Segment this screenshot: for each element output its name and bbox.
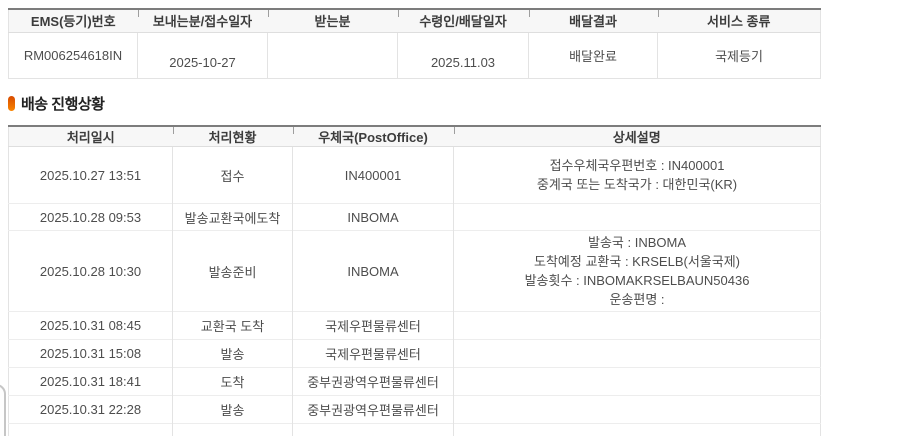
detail-description (453, 339, 821, 368)
detail-line: 접수우체국우편번호 : IN400001 (549, 158, 725, 173)
process-datetime: 2025.10.31 08:45 (8, 311, 173, 340)
header-ems-number: EMS(등기)번호 (8, 9, 138, 33)
post-office: 국제우편물류센터 (292, 339, 454, 368)
summary-header-row: EMS(등기)번호 보내는분/접수일자 받는분 수령인/배달일자 배달결과 서비… (8, 9, 821, 33)
ems-number-cell: RM006254618IN (8, 32, 138, 78)
accepted-date: 2025-10-27 (169, 55, 236, 70)
receiver-name (398, 40, 528, 55)
header-post-office: 우체국(PostOffice) (292, 125, 454, 147)
process-datetime: 2025.10.28 10:30 (8, 230, 173, 312)
service-type-cell: 국제등기 (657, 32, 821, 78)
detail-line: 중계국 또는 도착국가 : 대한민국(KR) (536, 177, 738, 192)
progress-row: 2025.10.28 09:53 발송교환국에도착 INBOMA (8, 203, 821, 231)
detail-description (453, 311, 821, 340)
process-datetime (8, 423, 173, 436)
process-datetime: 2025.10.27 13:51 (8, 146, 173, 204)
post-office: 국제우편물류센터 (292, 311, 454, 340)
process-status: 도착 (172, 367, 293, 396)
side-quick-menu-widget[interactable] (0, 384, 6, 436)
process-datetime: 2025.10.31 22:28 (8, 395, 173, 424)
delivery-result-cell: 배달완료 (528, 32, 658, 78)
header-process-datetime: 처리일시 (8, 125, 173, 147)
detail-description (453, 395, 821, 424)
detail-description: 접수우체국우편번호 : IN400001 중계국 또는 도착국가 : 대한민국(… (453, 146, 821, 204)
process-status: 접수 (172, 146, 293, 204)
detail-description (453, 423, 821, 436)
post-office: IN400001 (292, 146, 454, 204)
shipment-summary-table: EMS(등기)번호 보내는분/접수일자 받는분 수령인/배달일자 배달결과 서비… (8, 8, 821, 79)
detail-description (453, 203, 821, 231)
process-status: 발송 (172, 339, 293, 368)
progress-row: 2025.10.31 22:28 발송 중부권광역우편물류센터 (8, 395, 821, 424)
header-delivery-result: 배달결과 (528, 9, 658, 33)
process-datetime: 2025.10.28 09:53 (8, 203, 173, 231)
post-office: 중부권광역우편물류센터 (292, 367, 454, 396)
process-status: 발송 (172, 395, 293, 424)
process-status: 발송교환국에도착 (172, 203, 293, 231)
header-sender-date: 보내는분/접수일자 (137, 9, 268, 33)
process-status: 발송준비 (172, 230, 293, 312)
recipient-cell (267, 32, 398, 78)
detail-description (453, 367, 821, 396)
detail-line: 운송편명 : (609, 292, 665, 307)
progress-section-header: 배송 진행상황 (8, 93, 900, 114)
delivered-date: 2025.11.03 (430, 55, 496, 70)
sender-date-cell: 2025-10-27 (137, 32, 268, 78)
header-service-type: 서비스 종류 (657, 9, 821, 33)
detail-line: 도착예정 교환국 : KRSELB(서울국제) (534, 254, 740, 269)
delivery-date-cell: 2025.11.03 (397, 32, 529, 78)
post-office: INBOMA (292, 203, 454, 231)
post-office (292, 423, 454, 436)
sender-name (138, 40, 267, 55)
header-recipient: 받는분 (267, 9, 398, 33)
progress-row-partial (8, 423, 821, 436)
progress-row: 2025.10.31 15:08 발송 국제우편물류센터 (8, 339, 821, 368)
detail-line: 발송국 : INBOMA (588, 235, 686, 250)
detail-description: 발송국 : INBOMA 도착예정 교환국 : KRSELB(서울국제) 발송횟… (453, 230, 821, 312)
process-datetime: 2025.10.31 18:41 (8, 367, 173, 396)
progress-row: 2025.10.27 13:51 접수 IN400001 접수우체국우편번호 :… (8, 146, 821, 204)
summary-row: RM006254618IN 2025-10-27 2025.11.03 배달완료… (8, 32, 821, 78)
post-office: INBOMA (292, 230, 454, 312)
section-title: 배송 진행상황 (21, 95, 105, 113)
process-status: 교환국 도착 (172, 311, 293, 340)
progress-header-row: 처리일시 처리현황 우체국(PostOffice) 상세설명 (8, 125, 821, 147)
header-receiver-delivery-date: 수령인/배달일자 (397, 9, 529, 33)
process-status (172, 423, 293, 436)
progress-row: 2025.10.31 08:45 교환국 도착 국제우편물류센터 (8, 311, 821, 340)
detail-line: 발송횟수 : INBOMAKRSELBAUN50436 (524, 273, 750, 288)
process-datetime: 2025.10.31 15:08 (8, 339, 173, 368)
post-office: 중부권광역우편물류센터 (292, 395, 454, 424)
header-process-status: 처리현황 (172, 125, 293, 147)
progress-row: 2025.10.31 18:41 도착 중부권광역우편물류센터 (8, 367, 821, 396)
progress-row: 2025.10.28 10:30 발송준비 INBOMA 발송국 : INBOM… (8, 230, 821, 312)
header-detail-description: 상세설명 (453, 125, 821, 147)
orange-bullet-icon (8, 95, 15, 111)
delivery-progress-table: 처리일시 처리현황 우체국(PostOffice) 상세설명 2025.10.2… (8, 124, 821, 436)
